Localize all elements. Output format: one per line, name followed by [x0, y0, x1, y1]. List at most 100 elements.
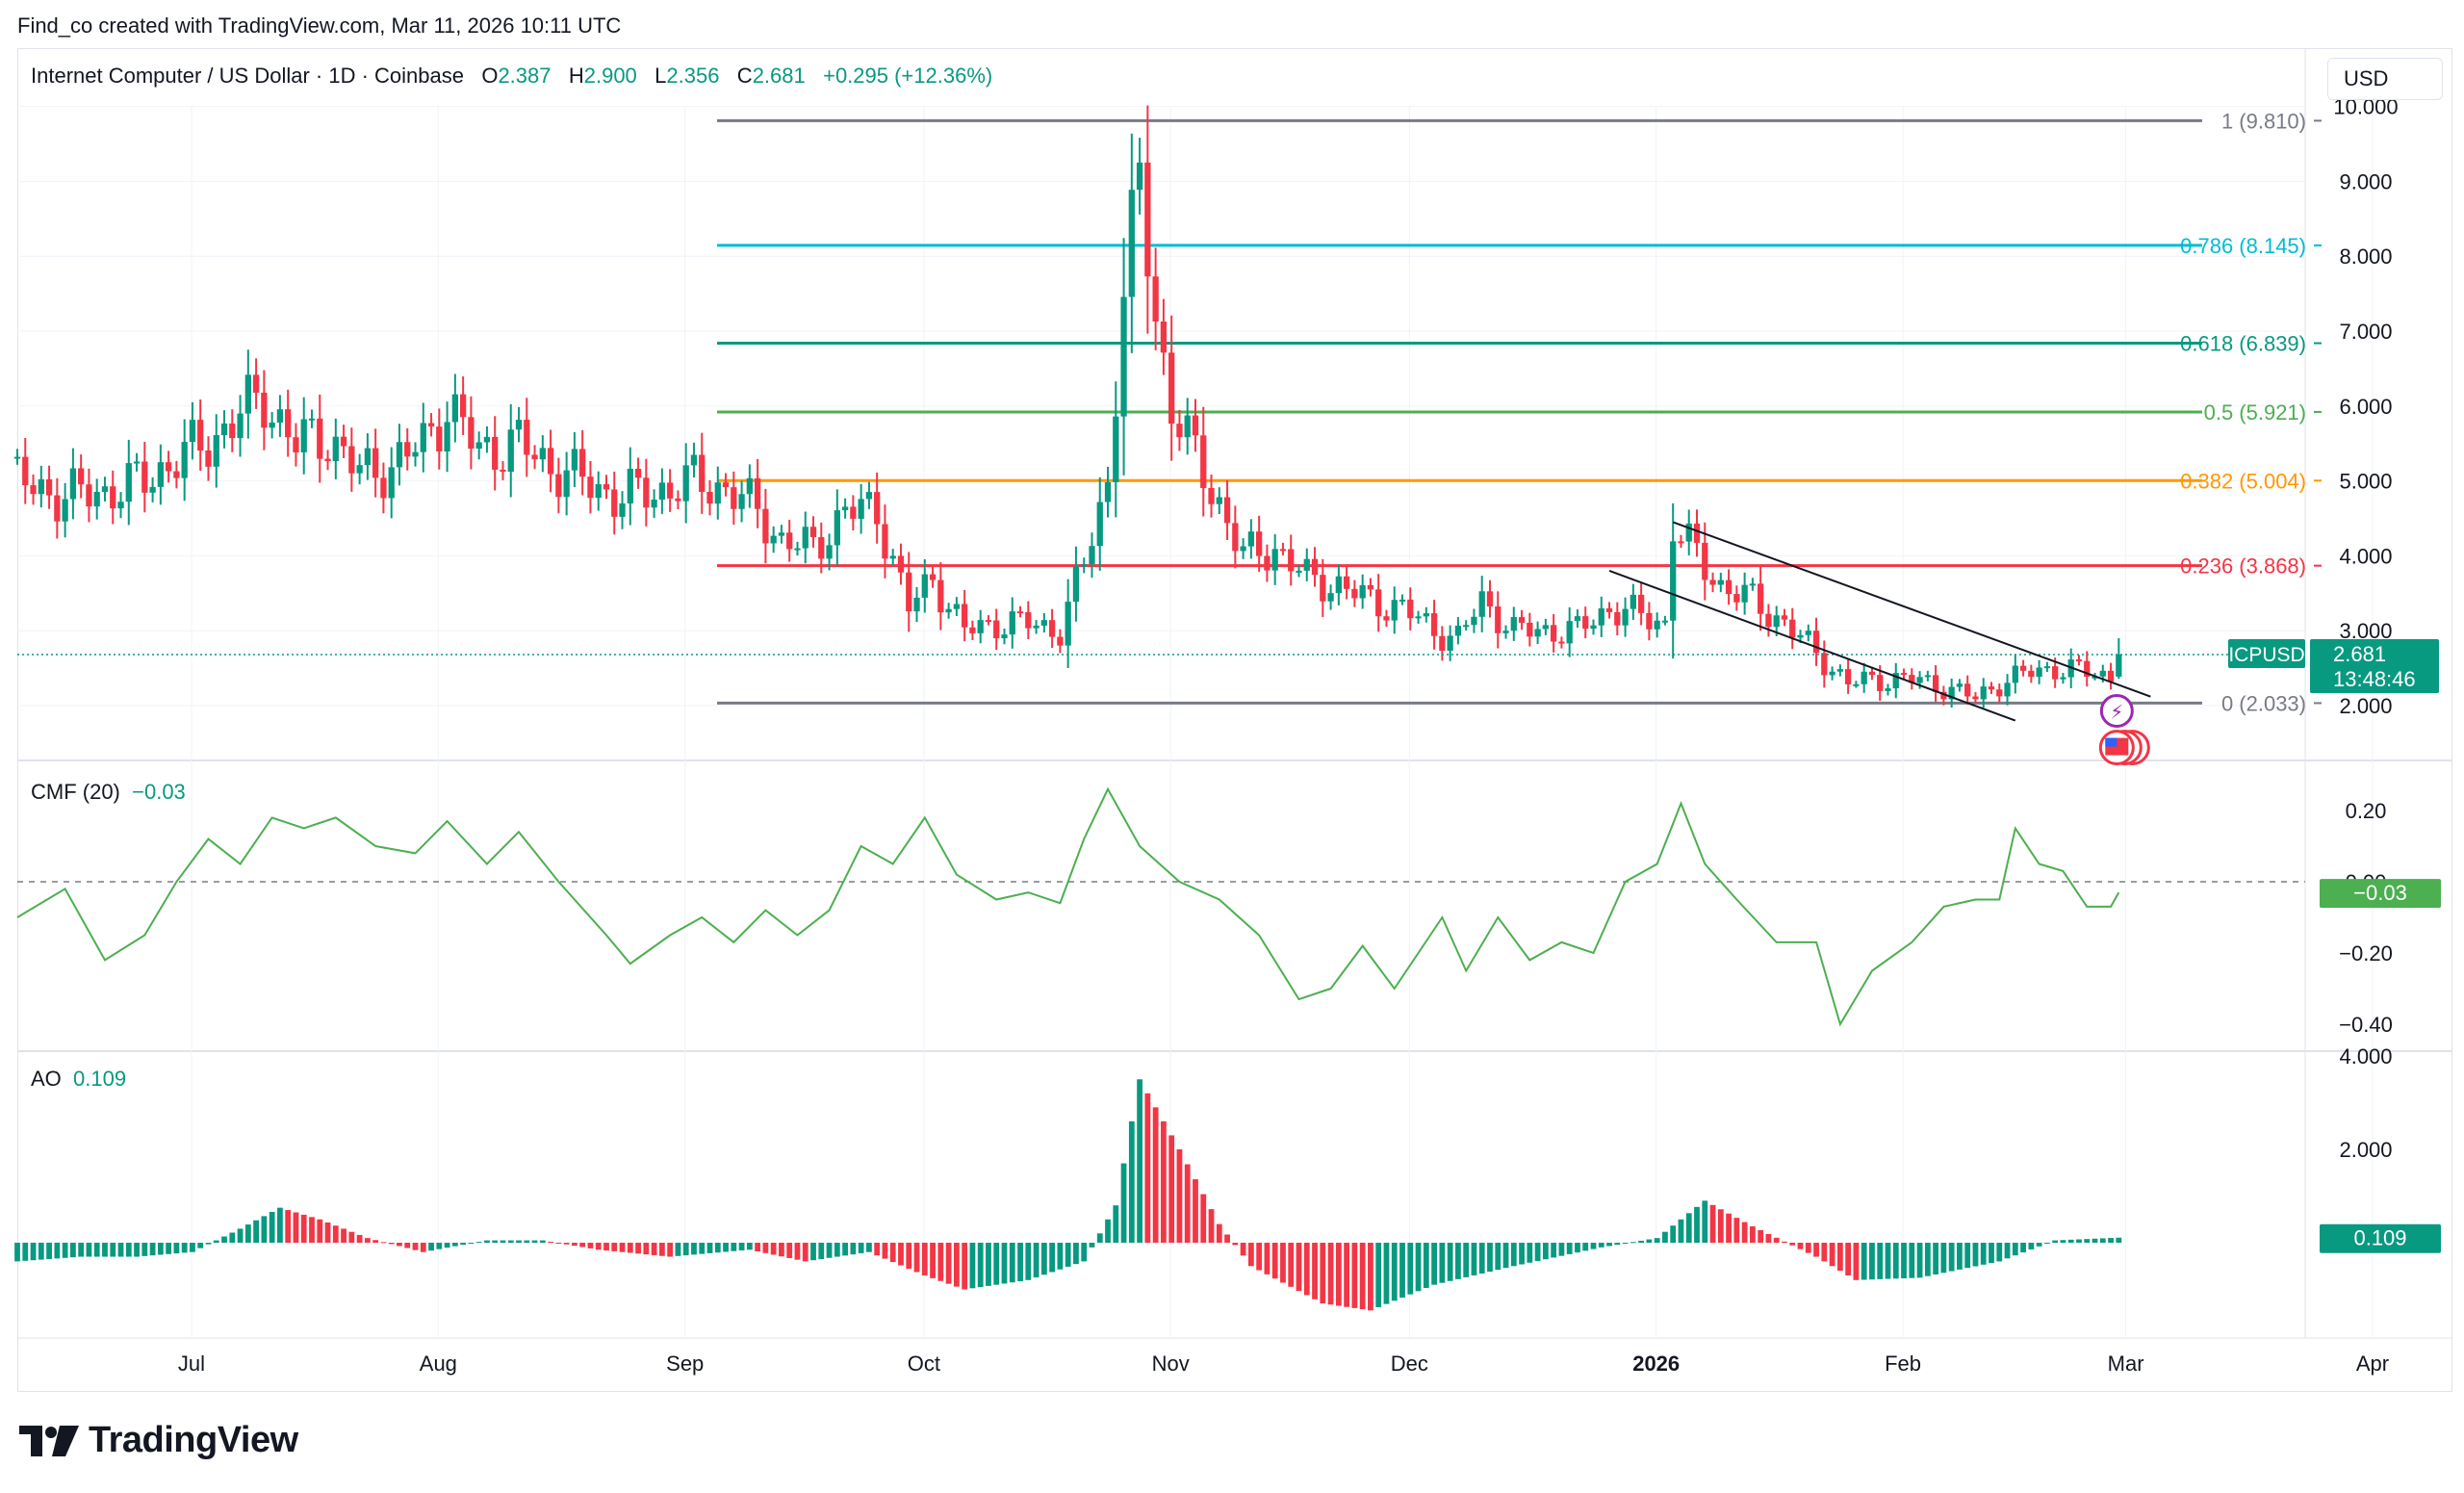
- ao-bar: [945, 1243, 952, 1284]
- ao-bar: [2076, 1239, 2082, 1243]
- candle-body: [1391, 600, 1398, 621]
- fib-level-label: 0.786 (8.145): [2180, 234, 2306, 258]
- candle-body: [1016, 611, 1024, 614]
- ao-bar: [492, 1240, 499, 1243]
- ao-bar: [524, 1240, 530, 1243]
- ao-bar: [1113, 1205, 1119, 1243]
- ao-bar: [1391, 1243, 1398, 1301]
- tradingview-logo[interactable]: TradingView: [19, 1420, 298, 1461]
- ao-bar: [157, 1243, 164, 1255]
- ao-bar: [937, 1243, 944, 1281]
- candle-body: [1932, 675, 1939, 692]
- candle-body: [699, 454, 706, 492]
- ao-bar: [548, 1241, 553, 1243]
- candle-body: [818, 537, 825, 559]
- ao-bar: [356, 1234, 363, 1243]
- ao-bar: [1232, 1243, 1239, 1246]
- ao-bar: [1964, 1243, 1971, 1269]
- ao-bar: [627, 1243, 633, 1253]
- ao-bar: [1989, 1243, 1994, 1264]
- ao-bar: [420, 1243, 426, 1252]
- ao-bar: [86, 1243, 92, 1257]
- candle-body: [1590, 625, 1597, 630]
- candle-body: [2012, 665, 2018, 683]
- ao-bar: [1161, 1120, 1167, 1243]
- candle-body: [141, 461, 148, 493]
- lightning-icon-glyph: ⚡: [2110, 700, 2123, 723]
- candle-body: [22, 456, 29, 486]
- candle-body: [1765, 613, 1772, 628]
- candle-body: [603, 484, 610, 490]
- candle-body: [1637, 594, 1645, 613]
- open-label: O: [481, 64, 499, 88]
- candle-body: [524, 420, 530, 455]
- ao-bar: [1247, 1243, 1254, 1267]
- cmf-legend[interactable]: CMF (20) −0.03: [31, 780, 186, 805]
- candle-body: [1192, 415, 1199, 436]
- candle-body: [1375, 589, 1382, 617]
- candle-body: [1327, 593, 1334, 602]
- candle-body: [1288, 549, 1295, 572]
- ao-bar: [962, 1243, 968, 1290]
- candle-body: [1343, 576, 1350, 589]
- upper-trendline: [1672, 521, 2151, 698]
- ao-bar: [1519, 1243, 1525, 1265]
- cmf-label: CMF (20): [31, 780, 120, 804]
- ao-bar: [635, 1243, 641, 1254]
- chart-frame[interactable]: [17, 48, 2452, 1392]
- ao-label: AO: [31, 1067, 62, 1091]
- candle-body: [634, 469, 642, 478]
- candle-body: [1622, 608, 1629, 626]
- brand-name: TradingView: [89, 1420, 298, 1460]
- ao-bar: [1312, 1243, 1318, 1300]
- ao-bar: [1383, 1243, 1390, 1304]
- candle-body: [380, 477, 387, 499]
- ao-bar: [46, 1243, 52, 1259]
- candle-body: [643, 477, 650, 508]
- candle-body: [794, 548, 801, 551]
- candle-body: [651, 500, 657, 508]
- candle-body: [2075, 659, 2083, 662]
- candle-body: [340, 436, 347, 447]
- candle-body: [157, 462, 165, 487]
- ao-bar: [1439, 1243, 1446, 1283]
- candle-body: [1351, 588, 1358, 599]
- close-value: 2.681: [752, 64, 806, 88]
- candle-body: [722, 482, 730, 488]
- ao-bar: [1782, 1241, 1787, 1243]
- candle-body: [906, 572, 912, 612]
- ao-bar: [595, 1243, 602, 1250]
- lower-trendline: [1608, 570, 2016, 722]
- ao-bar: [380, 1242, 387, 1244]
- ao-bar: [117, 1243, 124, 1257]
- ao-legend[interactable]: AO 0.109: [31, 1067, 126, 1092]
- price-tick-label: 6.000: [2339, 395, 2392, 419]
- ao-bar: [1303, 1243, 1310, 1296]
- candle-body: [2116, 655, 2122, 677]
- ao-bar: [1630, 1242, 1636, 1244]
- candle-body: [1924, 675, 1931, 678]
- candle-body: [492, 436, 499, 470]
- candle-body: [1725, 579, 1732, 595]
- candle-body: [921, 574, 928, 598]
- candle-body: [1741, 584, 1748, 603]
- candle-body: [897, 555, 905, 573]
- candle-body: [1574, 616, 1581, 622]
- candle-body: [13, 456, 21, 459]
- ao-bar: [1614, 1243, 1621, 1246]
- ao-bar: [1534, 1243, 1541, 1261]
- ao-bar: [850, 1243, 857, 1255]
- ao-bar: [1678, 1219, 1684, 1243]
- ao-bar: [826, 1243, 833, 1258]
- candle-body: [2052, 666, 2059, 680]
- ao-bar: [372, 1240, 379, 1243]
- ao-bar: [1200, 1194, 1207, 1243]
- candle-body: [1654, 620, 1660, 630]
- ao-value-badge-bg: [2320, 1223, 2441, 1253]
- candle-body: [770, 535, 777, 544]
- candle-body: [1296, 570, 1302, 573]
- currency-button[interactable]: USD: [2327, 58, 2443, 100]
- ao-bar: [2092, 1238, 2098, 1243]
- symbol-name[interactable]: Internet Computer / US Dollar · 1D · Coi…: [31, 64, 464, 88]
